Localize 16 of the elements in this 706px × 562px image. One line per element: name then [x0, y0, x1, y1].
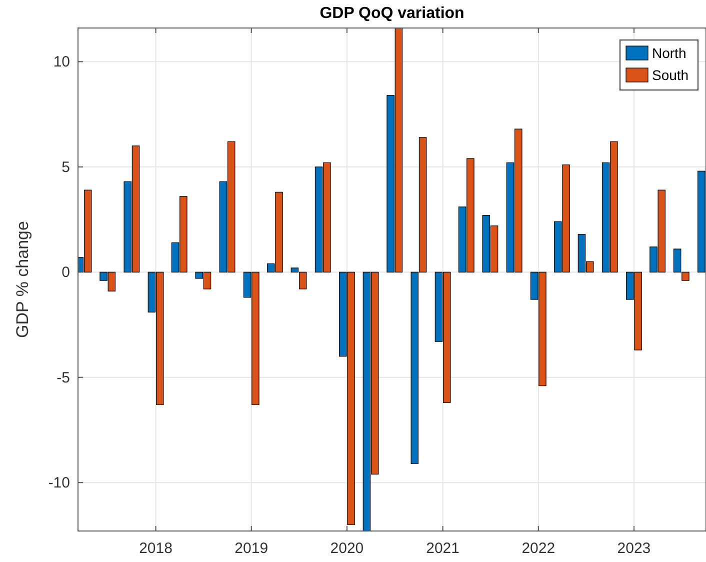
x-tick-label: 2022 — [522, 540, 556, 557]
legend-label: South — [652, 67, 689, 83]
x-tick-label: 2019 — [234, 540, 268, 557]
x-tick-label: 2023 — [617, 540, 651, 557]
x-tick-label: 2018 — [139, 540, 172, 557]
y-tick-label: -10 — [48, 474, 70, 492]
legend-label: North — [652, 45, 686, 61]
bar — [698, 170, 706, 272]
x-tick-label: 2021 — [426, 540, 460, 557]
x-tick-label: 2020 — [330, 540, 364, 557]
y-tick-label: 0 — [62, 264, 70, 282]
y-tick-label: -5 — [56, 369, 70, 386]
y-axis-title: GDP % change — [13, 221, 32, 338]
y-tick-label: 5 — [62, 158, 70, 176]
chart-title: GDP QoQ variation — [320, 5, 464, 22]
y-tick-label: 10 — [53, 54, 70, 71]
